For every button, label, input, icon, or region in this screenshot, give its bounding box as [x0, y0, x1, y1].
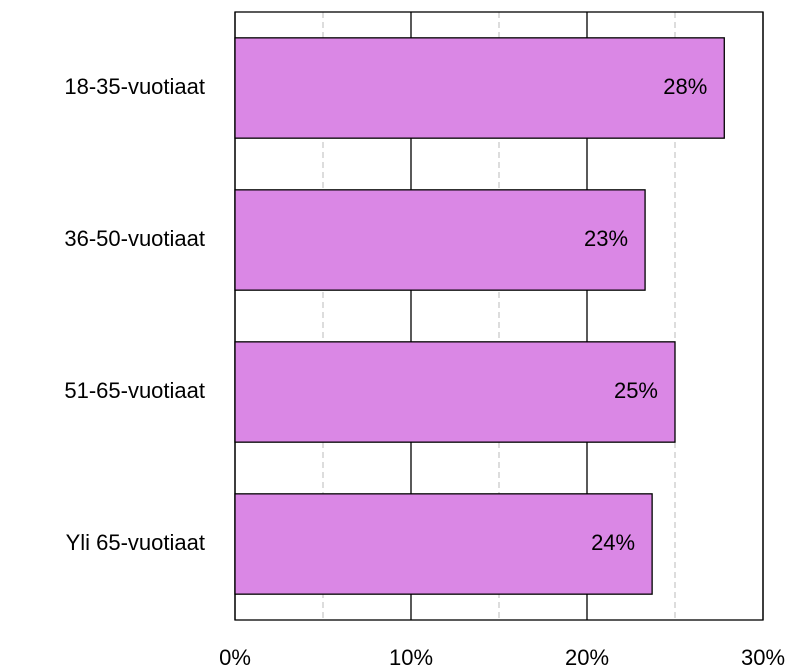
value-label: 23% — [584, 226, 628, 251]
y-tick-label: 36-50-vuotiaat — [64, 226, 205, 251]
bar — [234, 189, 646, 291]
y-tick-label: 51-65-vuotiaat — [64, 378, 205, 403]
x-tick-label: 20% — [565, 645, 609, 670]
plot-frame — [234, 11, 764, 621]
value-label: 25% — [614, 378, 658, 403]
value-label: 24% — [591, 530, 635, 555]
y-tick-label: Yli 65-vuotiaat — [66, 530, 205, 555]
y-tick-label: 18-35-vuotiaat — [64, 74, 205, 99]
x-tick-label: 0% — [219, 645, 251, 670]
bar — [234, 341, 676, 443]
bar — [234, 493, 653, 595]
value-label: 28% — [663, 74, 707, 99]
bar — [234, 37, 725, 139]
x-tick-label: 10% — [389, 645, 433, 670]
x-tick-label: 30% — [741, 645, 785, 670]
